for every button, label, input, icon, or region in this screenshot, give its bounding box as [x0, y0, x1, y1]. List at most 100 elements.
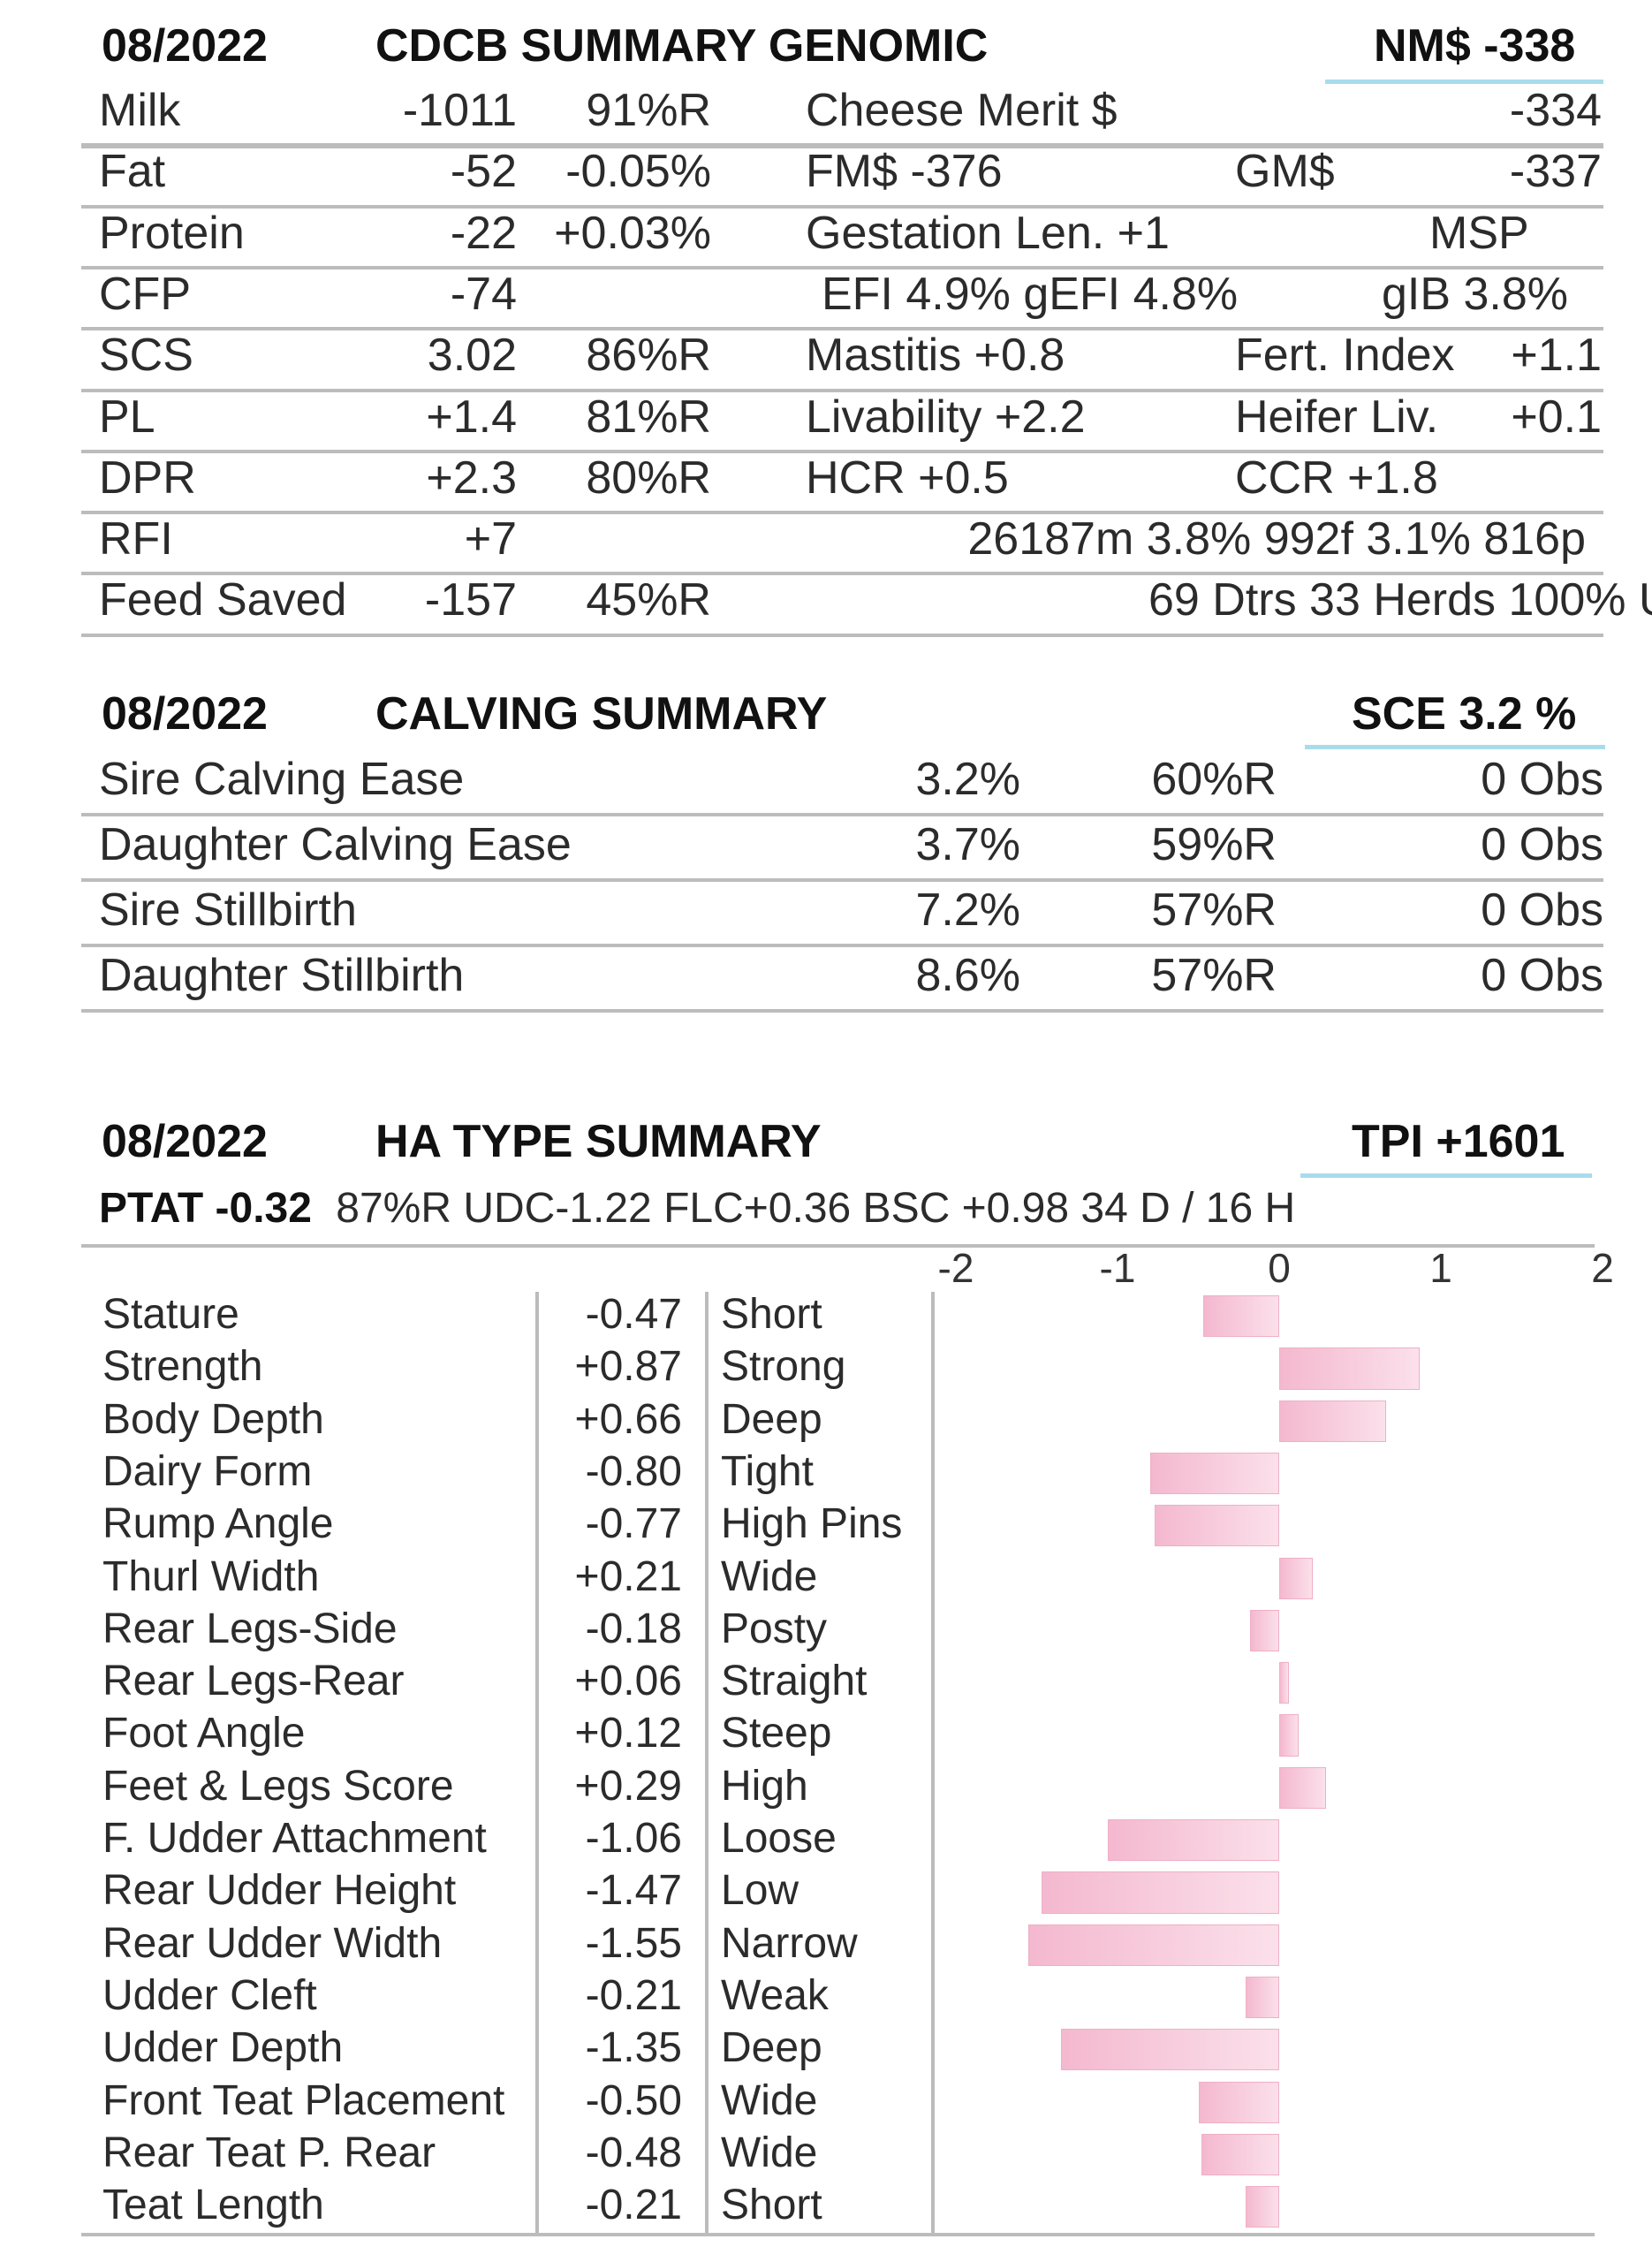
- calving-percent: 7.2%: [915, 884, 1020, 936]
- headline-underline: [1325, 80, 1603, 84]
- genomic-trait-reliability: 81%R: [586, 391, 711, 443]
- type-trait-name: Stature: [102, 1291, 239, 1338]
- calving-observations: 0 Obs: [1481, 950, 1603, 1001]
- genomic-index-label: Heifer Liv.: [1235, 391, 1439, 443]
- trait-bar: [1149, 1452, 1279, 1495]
- genomic-trait-reliability: 91%R: [586, 85, 711, 136]
- type-trait-name: Rear Teat P. Rear: [102, 2129, 436, 2176]
- type-trait-value: -0.47: [585, 1291, 682, 1338]
- type-trait-name: Strength: [102, 1343, 263, 1391]
- trait-bar: [1041, 1871, 1279, 1914]
- type-trait-name: Foot Angle: [102, 1710, 306, 1757]
- divider: [81, 145, 1603, 149]
- type-trait-value: -0.21: [585, 2182, 682, 2229]
- divider: [81, 633, 1603, 637]
- type-trait-value: +0.21: [574, 1552, 682, 1600]
- calving-trait-name: Daughter Stillbirth: [99, 950, 465, 1001]
- type-trait-value: +0.66: [574, 1395, 682, 1443]
- genomic-index-label: CCR +1.8: [1235, 452, 1438, 504]
- genomic-trait-name: SCS: [99, 330, 193, 382]
- type-trait-value: -1.06: [585, 1815, 682, 1862]
- type-trait-value: -1.55: [585, 1919, 682, 1967]
- trait-bar: [1279, 1766, 1327, 1809]
- genomic-index-value: MSP: [1429, 207, 1529, 259]
- type-trait-name: Rear Legs-Side: [102, 1605, 398, 1652]
- genomic-index-value: +0.1: [1511, 391, 1602, 443]
- calving-percent: 3.2%: [915, 754, 1020, 805]
- genomic-index: Cheese Merit $: [806, 85, 1118, 136]
- column-divider: [705, 1292, 709, 2233]
- type-trait-value: +0.12: [574, 1710, 682, 1757]
- genomic-trait-value: -157: [424, 574, 517, 626]
- genomic-date: 08/2022: [102, 20, 268, 72]
- genomic-index-value: +1.1: [1511, 330, 1602, 382]
- type-trait-descriptor: Short: [721, 2182, 822, 2229]
- type-trait-descriptor: Steep: [721, 1710, 832, 1757]
- genomic-trait-name: Feed Saved: [99, 574, 347, 626]
- genomic-index: Mastitis +0.8: [806, 330, 1065, 382]
- ptat-details: 87%R UDC-1.22 FLC+0.36 BSC +0.98 34 D / …: [336, 1185, 1296, 1232]
- axis-tick-label: -2: [937, 1245, 974, 1291]
- ptat-line: PTAT -0.32 87%R UDC-1.22 FLC+0.36 BSC +0…: [99, 1184, 1295, 1233]
- calving-trait-name: Daughter Calving Ease: [99, 819, 572, 870]
- divider: [81, 143, 1603, 148]
- type-trait-value: -1.47: [585, 1867, 682, 1915]
- trait-bar: [1279, 1662, 1289, 1704]
- type-trait-name: Rear Udder Height: [102, 1867, 457, 1915]
- trait-bar: [1279, 1557, 1314, 1599]
- genomic-trait-value: -1011: [402, 85, 517, 136]
- genomic-trait-value: -22: [450, 207, 517, 259]
- type-trait-descriptor: Deep: [721, 2024, 822, 2072]
- calving-reliability: 60%R: [1151, 754, 1277, 805]
- type-trait-name: Udder Cleft: [102, 1971, 317, 2019]
- divider: [81, 1244, 1595, 1248]
- trait-bar: [1202, 1295, 1279, 1338]
- type-trait-descriptor: Weak: [721, 1971, 829, 2019]
- type-trait-value: -0.77: [585, 1500, 682, 1548]
- divider: [81, 944, 1603, 947]
- genomic-index-label: GM$: [1235, 146, 1335, 198]
- calving-title: CALVING SUMMARY: [375, 688, 828, 740]
- divider: [81, 572, 1603, 576]
- type-trait-descriptor: Narrow: [721, 1919, 858, 1967]
- calving-observations: 0 Obs: [1481, 754, 1603, 805]
- trait-bar: [1028, 1924, 1279, 1966]
- type-trait-name: Teat Length: [102, 2182, 324, 2229]
- column-divider: [535, 1292, 539, 2233]
- genomic-trait-reliability: 80%R: [586, 452, 711, 504]
- genomic-trait-name: CFP: [99, 268, 191, 320]
- trait-bar: [1245, 1976, 1279, 2019]
- genomic-trait-name: DPR: [99, 452, 196, 504]
- genomic-index-value: 69 Dtrs 33 Herds 100% US: [1148, 574, 1652, 626]
- type-date: 08/2022: [102, 1116, 268, 1167]
- type-trait-descriptor: Short: [721, 1291, 822, 1338]
- genomic-index: Livability +2.2: [806, 391, 1086, 443]
- type-trait-name: Udder Depth: [102, 2024, 344, 2072]
- type-trait-value: -1.35: [585, 2024, 682, 2072]
- type-trait-descriptor: Tight: [721, 1447, 814, 1495]
- genomic-trait-reliability: -0.05%: [565, 146, 711, 198]
- genomic-index: FM$ -376: [806, 146, 1003, 198]
- type-trait-value: +0.06: [574, 1658, 682, 1705]
- genomic-trait-name: PL: [99, 391, 155, 443]
- type-trait-name: Rump Angle: [102, 1500, 334, 1548]
- divider: [81, 1009, 1603, 1013]
- genomic-index-value: -337: [1509, 146, 1602, 198]
- genomic-trait-reliability: 86%R: [586, 330, 711, 382]
- genomic-production: 26187m 3.8% 992f 3.1% 816p: [967, 513, 1586, 566]
- trait-bar: [1060, 2029, 1279, 2071]
- genomic-trait-value: -74: [450, 268, 517, 320]
- genomic-trait-value: +7: [464, 513, 517, 566]
- divider: [81, 813, 1603, 816]
- type-title: HA TYPE SUMMARY: [375, 1116, 822, 1167]
- type-trait-descriptor: Wide: [721, 1552, 818, 1600]
- genomic-trait-name: Milk: [99, 85, 181, 136]
- divider: [81, 327, 1603, 331]
- calving-observations: 0 Obs: [1481, 819, 1603, 870]
- calving-date: 08/2022: [102, 688, 268, 740]
- type-trait-value: -0.50: [585, 2076, 682, 2124]
- type-trait-value: -0.21: [585, 1971, 682, 2019]
- type-trait-descriptor: Wide: [721, 2076, 818, 2124]
- calving-percent: 8.6%: [915, 950, 1020, 1001]
- genomic-index: EFI 4.9% gEFI 4.8%: [822, 268, 1239, 320]
